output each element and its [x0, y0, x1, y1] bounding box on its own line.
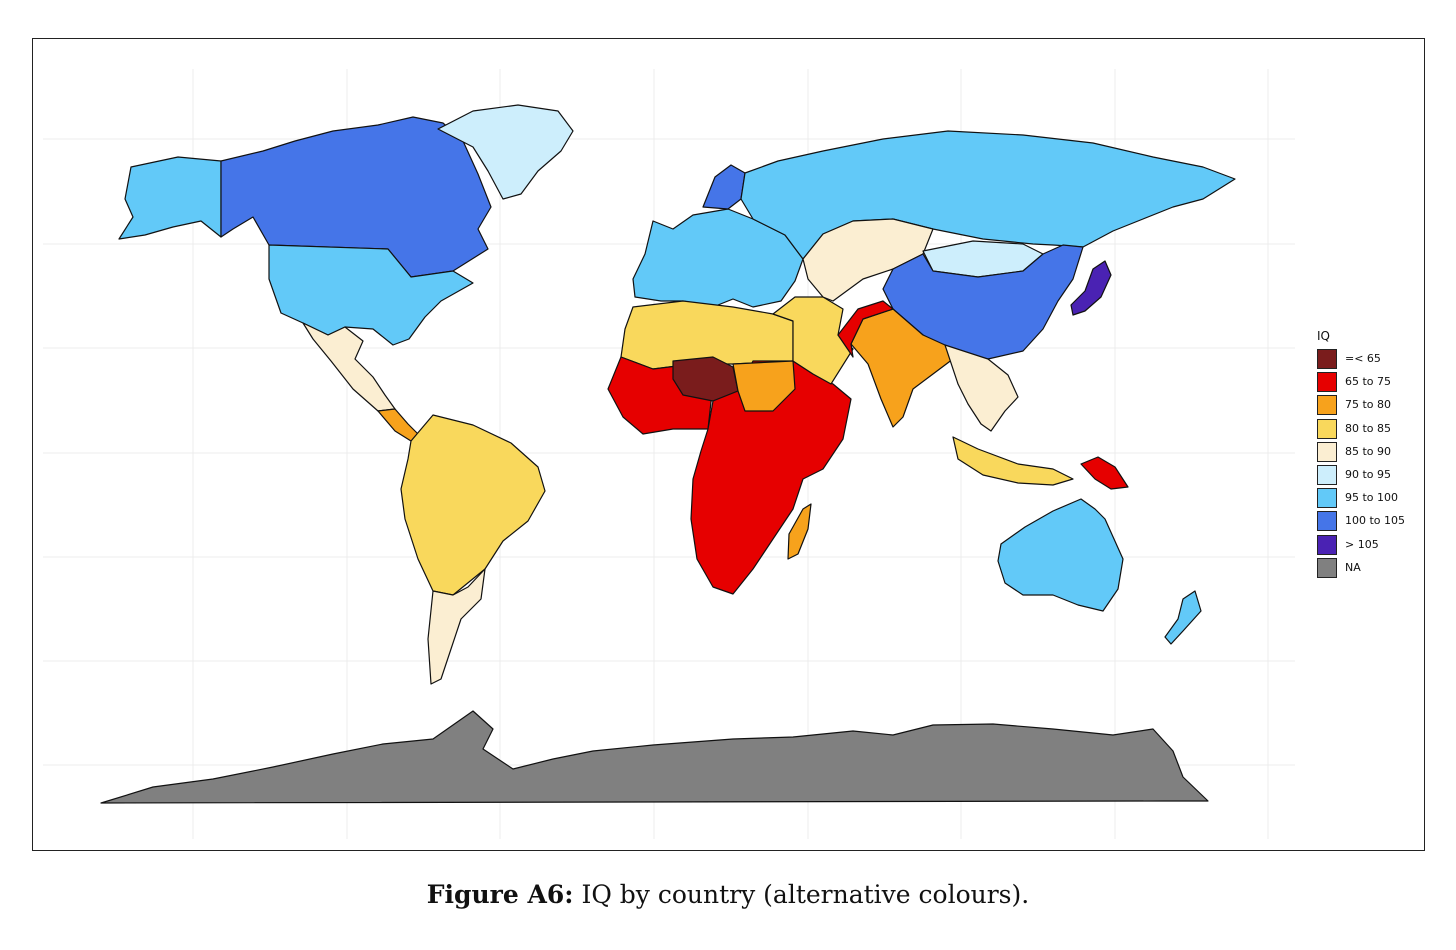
legend-label: > 105: [1345, 537, 1379, 551]
legend-swatch: [1317, 534, 1337, 555]
legend-swatch: [1317, 557, 1337, 578]
legend-label: NA: [1345, 560, 1361, 574]
legend-item: 65 to 75: [1317, 372, 1427, 395]
region-japan: [1070, 260, 1112, 316]
region-russia: [740, 130, 1236, 260]
region-mexico: [302, 322, 396, 412]
legend-label: 100 to 105: [1345, 514, 1406, 528]
region-sub-saharan-africa: [690, 360, 852, 595]
legend-item: =< 65: [1317, 349, 1427, 372]
legend-item: 100 to 105: [1317, 511, 1427, 534]
legend-label: 65 to 75: [1345, 375, 1392, 389]
legend-swatch: [1317, 349, 1337, 369]
legend-label: 95 to 100: [1345, 491, 1399, 505]
region-europe: [632, 208, 804, 308]
region-alaska: [118, 156, 222, 240]
region-southeast-asia: [944, 344, 1019, 432]
legend-item: 85 to 90: [1317, 441, 1427, 465]
region-madagascar: [787, 503, 812, 560]
legend-label: =< 65: [1345, 352, 1381, 365]
map-legend: IQ =< 65 65 to 75 75 to 80 80 to 85 85 to 90…: [1317, 329, 1427, 581]
legend-item: > 105: [1317, 534, 1427, 558]
legend-swatch: [1317, 418, 1337, 439]
region-argentina: [427, 568, 486, 685]
legend-title: IQ: [1317, 329, 1330, 343]
legend-item: NA: [1317, 557, 1427, 581]
legend-items: =< 65 65 to 75 75 to 80 80 to 85 85 to 90 90 …: [1317, 349, 1427, 581]
caption-text: IQ by country (alternative colours).: [581, 880, 1030, 909]
region-scandinavia: [702, 164, 746, 210]
region-middle-east: [772, 296, 854, 385]
legend-item: 95 to 100: [1317, 488, 1427, 511]
legend-swatch: [1317, 441, 1337, 462]
legend-label: 75 to 80: [1345, 398, 1392, 412]
region-south-america: [400, 414, 546, 596]
region-canada: [220, 116, 492, 278]
legend-swatch: [1317, 464, 1337, 485]
legend-swatch: [1317, 511, 1337, 532]
caption-label: Figure A6:: [426, 880, 574, 909]
region-greenland: [437, 104, 574, 200]
figure-caption: Figure A6: IQ by country (alternative co…: [0, 880, 1456, 909]
legend-item: 90 to 95: [1317, 464, 1427, 488]
legend-label: 80 to 85: [1345, 421, 1392, 435]
legend-swatch: [1317, 488, 1337, 509]
region-indonesia: [952, 436, 1074, 486]
region-india: [850, 308, 954, 428]
region-antarctica: [100, 710, 1209, 804]
legend-item: 75 to 80: [1317, 395, 1427, 418]
legend-label: 90 to 95: [1345, 467, 1392, 481]
region-australia: [997, 498, 1124, 612]
map-figure-frame: IQ =< 65 65 to 75 75 to 80 80 to 85 85 to 90…: [32, 38, 1425, 851]
region-papua-new-guinea: [1080, 456, 1129, 490]
legend-item: 80 to 85: [1317, 418, 1427, 442]
region-pakistan: [837, 300, 894, 358]
legend-swatch: [1317, 395, 1337, 416]
legend-label: 85 to 90: [1345, 444, 1392, 458]
region-usa: [268, 244, 474, 346]
legend-swatch: [1317, 372, 1337, 393]
world-map: [43, 69, 1295, 839]
region-new-zealand: [1164, 590, 1202, 645]
